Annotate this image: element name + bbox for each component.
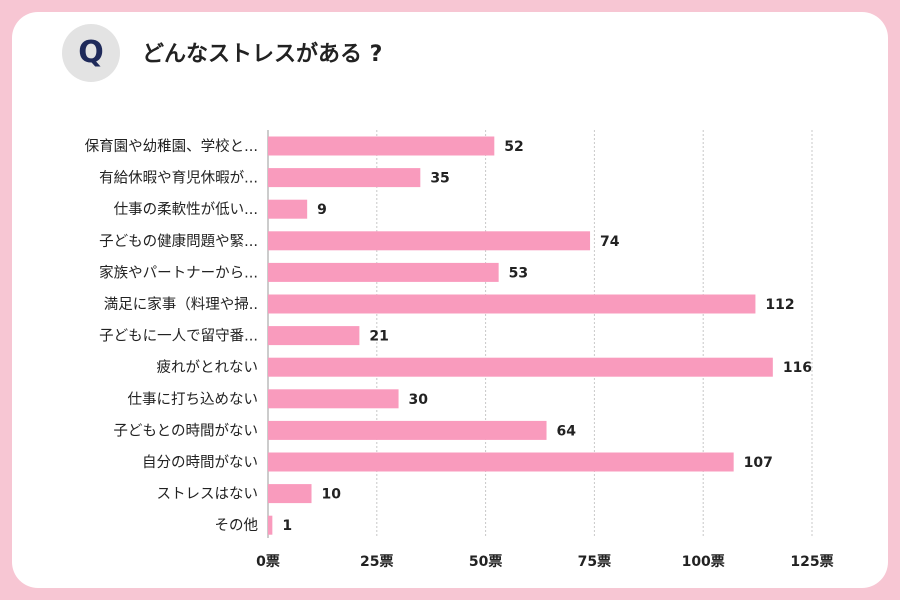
bar [268,231,591,251]
question-badge-letter: Q [78,35,104,70]
x-tick-label: 50票 [469,554,502,570]
category-label: 自分の時間がない [142,454,258,471]
category-label: 満足に家事（料理や掃.. [104,295,258,313]
x-tick-label: 25票 [360,554,393,570]
value-label: 107 [744,455,773,471]
category-label: 子どもの健康問題や緊... [99,233,258,250]
category-label: 疲れがとれない [157,359,259,376]
category-label: 家族やパートナーから... [99,264,258,281]
category-label: 子どもとの時間がない [113,422,258,439]
value-label: 35 [430,171,449,187]
value-label: 1 [282,518,292,534]
bar [268,389,399,409]
x-tick-label: 125票 [790,554,833,570]
chart-title: どんなストレスがある ? [142,42,383,67]
x-tick-label: 0票 [256,554,280,570]
category-label: 仕事の柔軟性が低い... [114,201,258,218]
bar [268,136,495,156]
bar [268,326,360,346]
value-label: 116 [783,360,812,376]
category-label: 保育園や幼稚園、学校と... [85,138,258,155]
category-label: 仕事に打ち込めない [128,391,259,408]
value-label: 112 [765,297,794,313]
value-label: 53 [509,265,528,281]
question-badge: Q [62,24,120,82]
value-label: 64 [557,423,577,439]
category-label: 子どもに一人で留守番... [99,328,258,345]
bar [268,199,308,219]
bar [268,357,773,377]
category-label: その他 [215,517,259,534]
value-label: 9 [317,202,327,218]
category-label: 有給休暇や育児休暇が... [99,170,258,187]
value-label: 30 [409,392,429,408]
value-label: 52 [504,139,523,155]
value-label: 21 [369,329,388,345]
value-label: 10 [322,487,342,503]
bar [268,262,499,282]
bar [268,452,734,472]
bar [268,484,312,504]
category-label: ストレスはない [157,486,259,503]
bar [268,420,547,440]
value-label: 74 [600,234,620,250]
bar [268,515,273,535]
x-tick-label: 75票 [578,554,611,570]
bar [268,168,421,188]
bar [268,294,756,314]
x-tick-label: 100票 [682,554,725,570]
